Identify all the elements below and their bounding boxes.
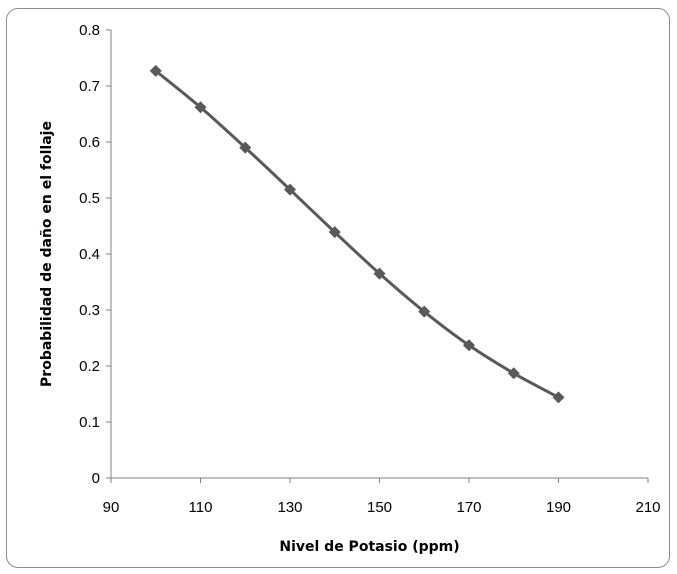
data-point-marker (418, 305, 431, 318)
y-tick-label: 0.3 (79, 302, 100, 319)
x-tick-label: 130 (277, 499, 302, 516)
data-point-marker (463, 339, 475, 352)
x-axis-ticks: 90 110 130 150 170 190 210 (103, 478, 661, 516)
y-tick-label: 0.8 (79, 22, 100, 39)
y-tick-label: 0.5 (79, 190, 100, 207)
y-tick-label: 0 (92, 470, 100, 487)
data-point-marker (149, 64, 162, 77)
data-point-marker (328, 226, 341, 239)
x-tick-label: 190 (546, 499, 571, 516)
chart-frame (6, 8, 670, 568)
data-point-marker (194, 101, 207, 114)
y-axis-ticks: 0 0.1 0.2 0.3 0.4 0.5 0.6 0.7 0.8 (79, 22, 111, 487)
y-axis-title: Probabilidad de daño en el follaje (39, 121, 55, 387)
x-axis-title: Nivel de Potasio (ppm) (279, 539, 459, 555)
axes (110, 30, 648, 479)
series-markers (149, 64, 565, 404)
y-tick-label: 0.1 (79, 414, 100, 431)
y-tick-label: 0.2 (79, 358, 100, 375)
x-tick-label: 210 (635, 499, 660, 516)
y-tick-label: 0.7 (79, 78, 100, 95)
y-tick-label: 0.4 (79, 246, 100, 263)
data-point-marker (507, 367, 520, 380)
x-tick-label: 150 (367, 499, 392, 516)
data-point-marker (239, 141, 252, 154)
y-tick-label: 0.6 (79, 134, 100, 151)
data-point-marker (552, 391, 565, 404)
data-point-marker (373, 267, 386, 280)
series-line (154, 69, 560, 399)
x-tick-label: 90 (103, 499, 120, 516)
data-point-marker (284, 183, 296, 196)
x-tick-label: 170 (456, 499, 481, 516)
x-tick-label: 110 (189, 499, 213, 516)
